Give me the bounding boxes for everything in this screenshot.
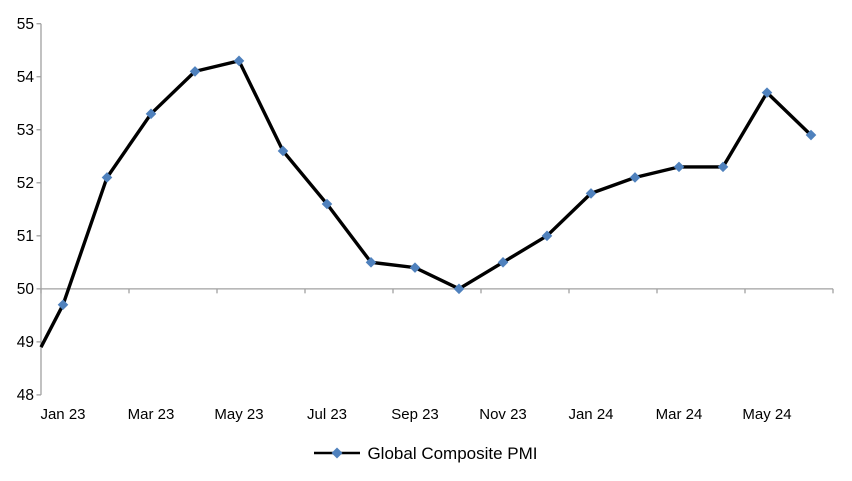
data-point-marker [629,172,641,183]
data-point-marker [805,129,817,141]
y-tick-label: 55 [17,16,34,33]
data-point-marker [189,66,201,77]
data-point-marker [145,108,157,120]
y-tick-label: 52 [17,175,34,192]
data-point-marker [57,299,69,311]
data-point-marker [673,161,685,173]
legend-diamond-marker-icon [331,447,343,459]
y-tick-label: 51 [17,228,34,245]
data-point-marker [233,55,245,67]
chart-legend: Global Composite PMI [0,441,852,465]
x-tick-label: Sep 23 [391,406,439,423]
x-tick-label: Jan 24 [568,406,613,423]
data-point-marker [761,87,773,98]
x-tick-label: Mar 23 [128,406,175,423]
legend-label: Global Composite PMI [367,443,538,463]
data-point-marker [717,161,729,173]
x-tick-label: May 24 [742,406,791,423]
data-point-marker [365,257,377,268]
x-tick-label: Jan 23 [40,406,85,423]
data-point-marker [409,262,421,273]
data-point-marker [541,230,553,242]
data-point-marker [321,198,333,210]
pmi-series-line [39,58,813,348]
data-point-marker [453,283,465,295]
y-tick-label: 49 [17,334,34,351]
data-point-marker [277,145,289,157]
data-point-marker [585,188,597,199]
x-tick-label: Mar 24 [656,406,703,423]
data-point-marker [101,172,113,183]
x-tick-label: Jul 23 [307,406,347,423]
legend-line-marker-sample [314,447,361,459]
data-point-marker [497,257,509,268]
x-tick-label: Nov 23 [479,406,527,423]
y-tick-label: 50 [17,281,35,298]
y-tick-label: 54 [17,69,35,86]
y-tick-label: 53 [17,122,34,139]
y-tick-label: 48 [17,387,34,404]
x-tick-label: May 23 [214,406,263,423]
